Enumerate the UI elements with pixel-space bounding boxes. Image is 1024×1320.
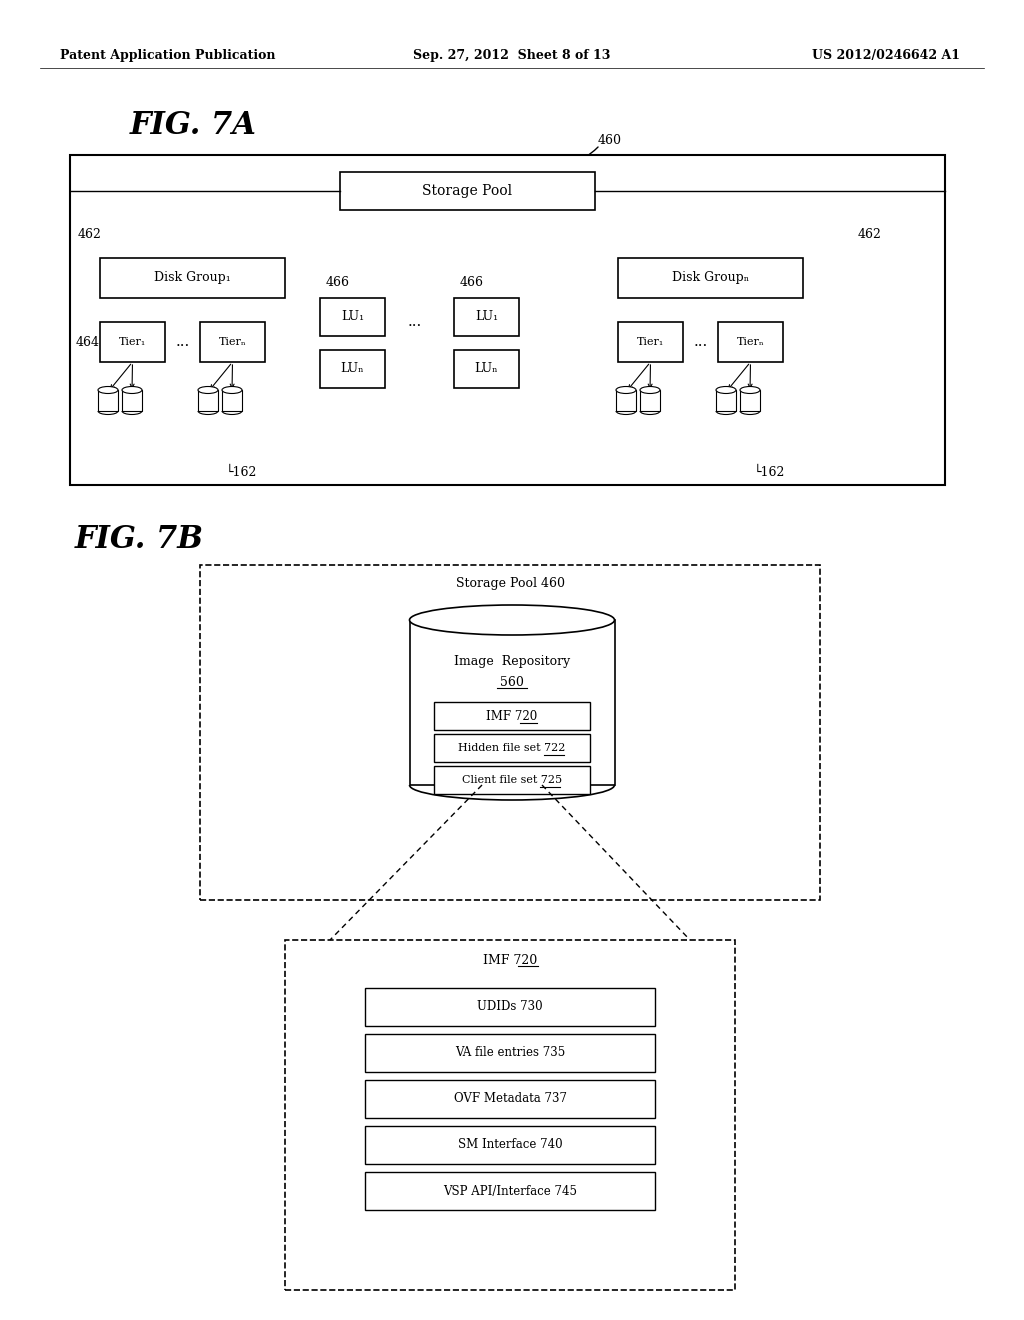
Bar (98, 389, 118, 411)
Bar (365, 1126, 655, 1164)
Text: 462: 462 (78, 228, 101, 242)
Text: Tier₁: Tier₁ (637, 337, 665, 347)
Bar (616, 389, 636, 411)
Bar (365, 1172, 655, 1210)
Text: Hidden file set 722: Hidden file set 722 (459, 743, 565, 752)
FancyArrowPatch shape (97, 243, 116, 265)
Text: 460: 460 (598, 133, 622, 147)
FancyArrowPatch shape (548, 211, 707, 257)
Bar (198, 389, 218, 411)
Text: Storage Pool: Storage Pool (423, 183, 513, 198)
Bar (319, 350, 385, 388)
Ellipse shape (98, 387, 118, 393)
Text: ...: ... (175, 335, 189, 348)
Bar (340, 172, 595, 210)
Text: Patent Application Publication: Patent Application Publication (60, 49, 275, 62)
Text: US 2012/0246642 A1: US 2012/0246642 A1 (812, 49, 961, 62)
Bar (365, 987, 655, 1026)
Text: LUₙ: LUₙ (475, 363, 499, 375)
Text: Tier₁: Tier₁ (119, 337, 146, 347)
Text: Sep. 27, 2012  Sheet 8 of 13: Sep. 27, 2012 Sheet 8 of 13 (414, 49, 610, 62)
Bar (222, 389, 242, 411)
Text: 462: 462 (858, 228, 882, 242)
Text: UDIDs 730: UDIDs 730 (477, 1001, 543, 1014)
Text: Client file set 725: Client file set 725 (462, 775, 562, 785)
Bar (716, 389, 736, 411)
FancyArrowPatch shape (92, 345, 96, 348)
Text: Tierₙ: Tierₙ (219, 337, 247, 347)
Text: └162: └162 (226, 466, 257, 479)
Text: Tierₙ: Tierₙ (736, 337, 764, 347)
Text: Disk Groupₙ: Disk Groupₙ (672, 272, 750, 285)
Text: FIG. 7A: FIG. 7A (130, 110, 257, 140)
FancyArrowPatch shape (534, 147, 598, 165)
Text: IMF 720: IMF 720 (483, 953, 538, 966)
FancyArrowPatch shape (522, 318, 613, 337)
Text: IMF 720: IMF 720 (486, 710, 538, 722)
Bar (640, 389, 660, 411)
Bar (200, 322, 265, 362)
Text: ...: ... (693, 335, 708, 348)
Bar (718, 322, 783, 362)
Text: Image  Repository: Image Repository (454, 656, 570, 668)
Bar (70, 154, 945, 484)
Ellipse shape (198, 387, 218, 393)
Bar (319, 298, 385, 337)
Ellipse shape (222, 387, 242, 393)
FancyArrowPatch shape (334, 290, 337, 294)
Text: Disk Group₁: Disk Group₁ (155, 272, 230, 285)
Ellipse shape (410, 605, 614, 635)
Text: VSP API/Interface 745: VSP API/Interface 745 (443, 1184, 577, 1197)
Bar (434, 702, 590, 730)
Text: FIG. 7B: FIG. 7B (75, 524, 204, 556)
FancyArrowPatch shape (267, 348, 316, 368)
FancyArrowPatch shape (748, 301, 752, 318)
FancyArrowPatch shape (467, 290, 471, 294)
Bar (434, 734, 590, 762)
Text: LU₁: LU₁ (341, 310, 365, 323)
Ellipse shape (740, 387, 760, 393)
FancyArrowPatch shape (135, 300, 154, 319)
Text: VA file entries 735: VA file entries 735 (455, 1047, 565, 1060)
Text: 464: 464 (76, 335, 100, 348)
Text: ...: ... (408, 315, 422, 329)
Text: Storage Pool 460: Storage Pool 460 (456, 577, 564, 590)
Bar (454, 350, 519, 388)
Ellipse shape (640, 387, 660, 393)
Bar (100, 322, 165, 362)
Text: LU₁: LU₁ (475, 310, 498, 323)
Bar (434, 766, 590, 795)
FancyArrowPatch shape (197, 211, 387, 259)
Bar (618, 322, 683, 362)
Text: OVF Metadata 737: OVF Metadata 737 (454, 1093, 566, 1106)
Text: LUₙ: LUₙ (341, 363, 365, 375)
Bar (454, 298, 519, 337)
FancyArrowPatch shape (267, 318, 316, 335)
Bar (285, 940, 735, 1290)
FancyArrowPatch shape (844, 243, 861, 264)
Bar (618, 257, 803, 298)
Bar (365, 1034, 655, 1072)
Ellipse shape (616, 387, 636, 393)
Bar (122, 389, 142, 411)
Text: SM Interface 740: SM Interface 740 (458, 1138, 562, 1151)
Text: └162: └162 (754, 466, 785, 479)
Bar (740, 389, 760, 411)
Bar (100, 257, 285, 298)
Text: 466: 466 (460, 276, 484, 289)
FancyArrowPatch shape (521, 347, 613, 368)
Bar (410, 620, 614, 785)
FancyArrowPatch shape (229, 301, 233, 318)
FancyArrowPatch shape (653, 300, 672, 319)
Bar (200, 565, 820, 900)
Ellipse shape (716, 387, 736, 393)
Ellipse shape (122, 387, 142, 393)
Bar (365, 1080, 655, 1118)
Text: 466: 466 (326, 276, 350, 289)
Text: 560: 560 (500, 676, 524, 689)
